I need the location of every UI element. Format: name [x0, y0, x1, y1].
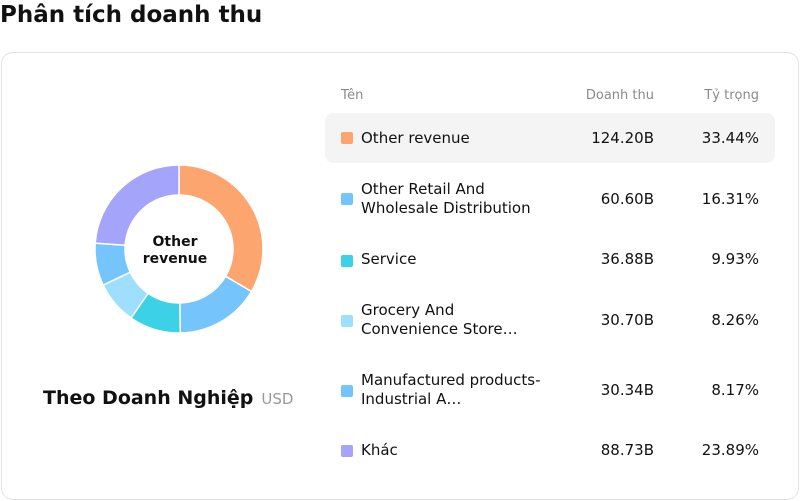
- donut-chart: [94, 164, 264, 334]
- legend-swatch: [341, 385, 353, 397]
- table-row[interactable]: Khác 88.73B 23.89%: [325, 427, 775, 475]
- caption-unit: USD: [261, 390, 294, 408]
- legend-swatch: [341, 132, 353, 144]
- row-share: 23.89%: [701, 441, 759, 459]
- row-share: 33.44%: [701, 129, 759, 147]
- table-row[interactable]: Other Retail And Wholesale Distribution …: [325, 171, 775, 227]
- caption-title: Theo Doanh Nghiệp: [43, 387, 254, 409]
- row-revenue: 124.20B: [591, 129, 654, 147]
- row-revenue: 30.70B: [600, 311, 654, 329]
- row-name: Grocery And Convenience Store…: [361, 301, 518, 338]
- row-share: 9.93%: [711, 250, 759, 268]
- row-revenue: 36.88B: [600, 250, 654, 268]
- row-name: Manufactured products-Industrial A…: [361, 371, 541, 408]
- row-name: Other revenue: [361, 129, 470, 147]
- row-revenue: 88.73B: [600, 441, 654, 459]
- row-revenue: 60.60B: [600, 190, 654, 208]
- header-share: Tỷ trọng: [704, 88, 759, 103]
- page-title: Phân tích doanh thu: [0, 2, 263, 28]
- row-share: 8.17%: [711, 381, 759, 399]
- donut-center-label: Other revenue: [142, 234, 208, 267]
- legend-swatch: [341, 315, 353, 327]
- header-revenue: Doanh thu: [585, 88, 654, 103]
- table-row[interactable]: Manufactured products-Industrial A… 30.3…: [325, 363, 775, 419]
- chart-caption: Theo Doanh Nghiệp USD: [43, 387, 293, 409]
- row-revenue: 30.34B: [600, 381, 654, 399]
- table-row[interactable]: Grocery And Convenience Store… 30.70B 8.…: [325, 293, 775, 349]
- row-name: Khác: [361, 441, 398, 459]
- legend-swatch: [341, 445, 353, 457]
- legend-swatch: [341, 255, 353, 267]
- table-row[interactable]: Other revenue 124.20B 33.44%: [325, 113, 775, 163]
- row-name: Other Retail And Wholesale Distribution: [361, 180, 531, 217]
- header-name: Tên: [341, 88, 364, 103]
- donut-slice[interactable]: [94, 164, 180, 247]
- row-name: Service: [361, 250, 417, 268]
- donut-slice[interactable]: [178, 164, 264, 293]
- table-row[interactable]: Service 36.88B 9.93%: [325, 235, 775, 285]
- row-share: 16.31%: [701, 190, 759, 208]
- legend-swatch: [341, 193, 353, 205]
- row-share: 8.26%: [711, 311, 759, 329]
- donut-slice[interactable]: [179, 275, 253, 334]
